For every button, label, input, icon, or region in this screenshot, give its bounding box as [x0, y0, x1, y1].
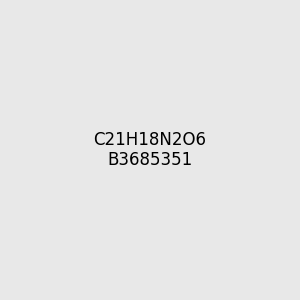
Text: C21H18N2O6
B3685351: C21H18N2O6 B3685351 [94, 130, 206, 170]
